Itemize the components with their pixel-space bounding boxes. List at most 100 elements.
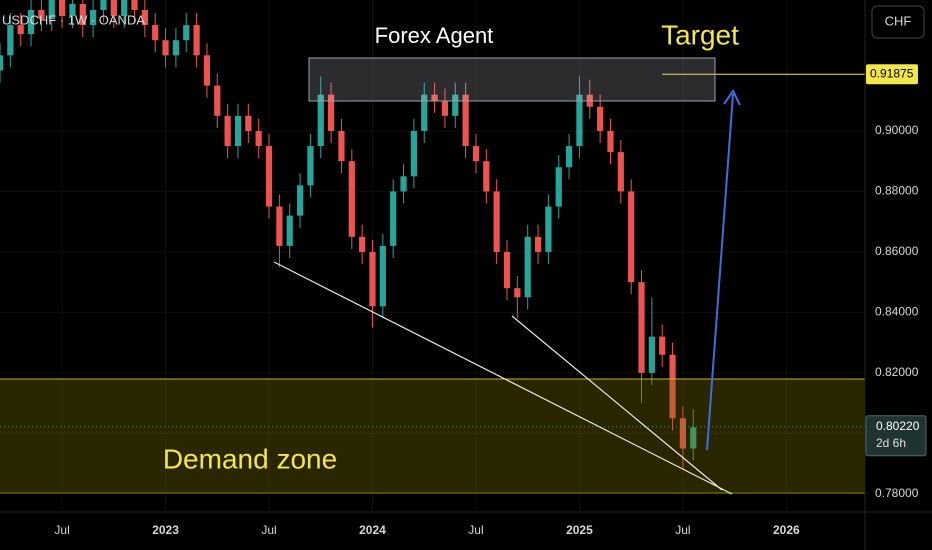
candle-body: [224, 115, 231, 147]
candle-body: [607, 130, 614, 153]
candle-body: [121, 0, 128, 17]
candle-body: [152, 25, 159, 41]
candle-body: [493, 191, 500, 252]
candle-body: [48, 0, 55, 20]
x-tick-label: 2024: [359, 523, 386, 537]
candle-body: [203, 55, 211, 86]
candle-body: [483, 161, 490, 192]
box-label: Forex Agent: [375, 23, 494, 48]
candle-body: [441, 100, 449, 116]
candle-body: [69, 3, 76, 17]
x-tick-label: Jul: [675, 523, 690, 537]
candle-body: [679, 418, 686, 449]
x-tick-label: Jul: [54, 523, 69, 537]
candle-body: [317, 94, 324, 147]
candle-body: [503, 251, 511, 289]
arrow-head: [723, 89, 741, 106]
candle-body: [327, 94, 335, 131]
last-price-box: [865, 415, 927, 457]
resistance-box: [308, 57, 716, 102]
x-tick-label: 2023: [152, 523, 179, 537]
candle-body: [0, 55, 4, 71]
candle-body: [214, 85, 221, 116]
candle-body: [597, 106, 604, 131]
candle-body: [110, 0, 117, 17]
candle-body: [162, 40, 169, 56]
candle-body: [90, 9, 97, 26]
candle-body: [286, 215, 293, 246]
currency-label[interactable]: CHF: [885, 13, 912, 28]
candle-body: [421, 94, 428, 131]
y-tick-label: 0.86000: [875, 244, 919, 258]
candle-body: [17, 25, 24, 35]
target-arrow: [706, 93, 734, 451]
candle-body: [348, 161, 355, 237]
candle-body: [555, 167, 562, 207]
candle-body: [452, 94, 459, 116]
candle-body: [131, 0, 138, 10]
candle-body: [462, 94, 469, 147]
y-tick-label: 0.88000: [875, 184, 919, 198]
candle-body: [183, 25, 190, 41]
candle-body: [307, 146, 314, 186]
target-label: Target: [661, 19, 739, 50]
candle-body: [565, 146, 573, 168]
symbol-title: USDCHF · 1W · OANDA: [2, 12, 145, 27]
candle-body: [690, 427, 697, 449]
candle-body: [245, 115, 252, 131]
candle-body: [27, 9, 35, 35]
candle-body: [545, 206, 552, 252]
x-tick-label: Jul: [261, 523, 276, 537]
last-price-label: 0.80220: [876, 419, 920, 433]
candle-body: [172, 40, 180, 56]
plot: [0, 0, 865, 512]
axes: 0.780000.800000.820000.840000.860000.880…: [54, 64, 927, 537]
zone-label: Demand zone: [163, 443, 337, 474]
candle-body: [400, 176, 407, 192]
target-price-box: [866, 64, 918, 85]
candle-body: [628, 191, 635, 283]
candle-body: [379, 245, 386, 307]
candle-body: [58, 0, 66, 17]
candle-body: [359, 236, 366, 252]
x-tick-label: 2026: [773, 523, 800, 537]
candle-body: [276, 206, 283, 246]
candle-body: [193, 25, 200, 56]
candle-body: [338, 130, 345, 162]
x-tick-label: Jul: [468, 523, 483, 537]
candle-body: [659, 336, 666, 355]
candle-body: [141, 9, 148, 26]
candle-body: [79, 3, 86, 26]
target-price-label: 0.91875: [870, 66, 914, 80]
x-tick-label: 2025: [566, 523, 593, 537]
y-tick-label: 0.84000: [875, 305, 919, 319]
candle-body: [38, 9, 45, 20]
demand-zone: [0, 379, 865, 493]
candle-body: [265, 146, 273, 207]
y-tick-label: 0.78000: [875, 486, 919, 500]
trendline: [273, 261, 733, 495]
candle-body: [234, 115, 242, 147]
candle-body: [390, 191, 397, 246]
candle-body: [576, 94, 583, 147]
countdown-label: 2d 6h: [876, 436, 906, 450]
candle-body: [524, 236, 531, 298]
candle-body: [7, 25, 14, 56]
candle-body: [617, 152, 624, 192]
candle-body: [431, 94, 438, 101]
y-tick-label: 0.82000: [875, 365, 919, 379]
candle-body: [369, 251, 376, 307]
candle-body: [638, 282, 645, 373]
candle-body: [410, 130, 417, 177]
trendline: [511, 315, 723, 491]
candle-body: [255, 130, 262, 147]
candle-body: [472, 146, 480, 162]
candle-body: [534, 236, 542, 252]
candle-body: [514, 288, 521, 298]
candle-body: [669, 354, 676, 419]
candle-body: [296, 185, 304, 216]
currency-button[interactable]: [871, 5, 925, 39]
candle-body: [648, 336, 655, 373]
